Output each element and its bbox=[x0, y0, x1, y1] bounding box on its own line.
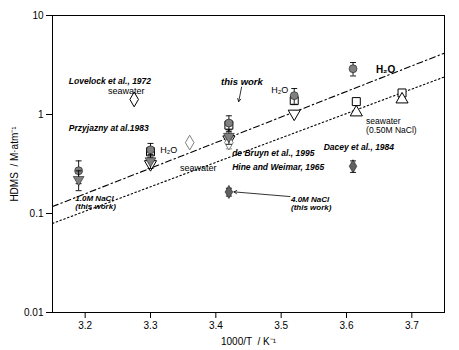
svg-text:HDMS / M·atm⁻¹: HDMS / M·atm⁻¹ bbox=[9, 126, 20, 202]
svg-text:1000/T / K⁻¹: 1000/T / K⁻¹ bbox=[221, 336, 277, 347]
svg-text:3.6: 3.6 bbox=[340, 320, 354, 331]
svg-text:3.2: 3.2 bbox=[78, 320, 92, 331]
svg-text:3.3: 3.3 bbox=[144, 320, 158, 331]
svg-text:Dacey et al., 1984: Dacey et al., 1984 bbox=[324, 142, 395, 152]
svg-text:0.01: 0.01 bbox=[24, 307, 44, 318]
svg-text:seawater: seawater bbox=[108, 86, 145, 96]
svg-text:Hine and Weimar, 1965: Hine and Weimar, 1965 bbox=[232, 162, 324, 172]
svg-text:3.5: 3.5 bbox=[274, 320, 288, 331]
svg-text:H₂O: H₂O bbox=[271, 85, 288, 95]
svg-text:seawater(0.50M NaCl): seawater(0.50M NaCl) bbox=[366, 116, 417, 135]
svg-text:1.0M NaCl(this work): 1.0M NaCl(this work) bbox=[75, 194, 116, 211]
svg-text:0.1: 0.1 bbox=[30, 208, 44, 219]
svg-text:this work: this work bbox=[221, 76, 263, 87]
svg-text:10: 10 bbox=[32, 10, 44, 21]
svg-text:de Bruyn et al., 1995: de Bruyn et al., 1995 bbox=[232, 148, 314, 158]
svg-text:Lovelock et al., 1972: Lovelock et al., 1972 bbox=[69, 76, 151, 86]
svg-text:Przyjazny at al.1983: Przyjazny at al.1983 bbox=[69, 123, 149, 133]
svg-text:3.7: 3.7 bbox=[405, 320, 419, 331]
svg-text:1: 1 bbox=[38, 109, 44, 120]
svg-text:H₂O: H₂O bbox=[160, 145, 177, 155]
svg-text:H₂O: H₂O bbox=[376, 64, 396, 75]
svg-text:3.4: 3.4 bbox=[209, 320, 223, 331]
svg-text:seawater: seawater bbox=[180, 163, 217, 173]
svg-text:4.0M NaCl(this work): 4.0M NaCl(this work) bbox=[290, 195, 332, 212]
